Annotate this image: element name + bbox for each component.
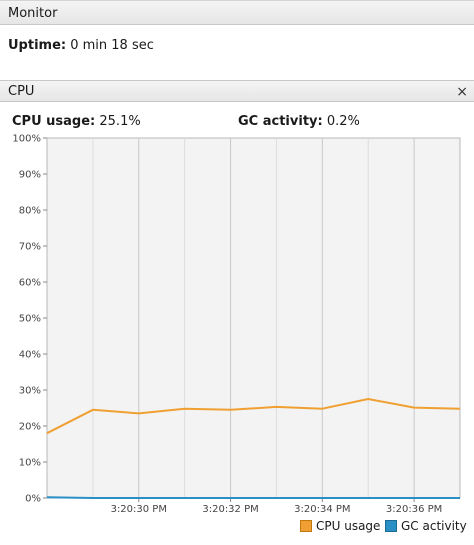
y-tick-label: 10% [19,458,41,469]
uptime-value: 0 min 18 sec [70,38,154,53]
x-tick-label: 3:20:30 PM [111,504,167,515]
y-tick-label: 0% [25,494,41,505]
close-icon[interactable]: × [456,84,468,100]
cpu-usage-swatch [300,520,312,532]
y-tick-label: 100% [12,134,41,145]
y-tick-label: 30% [19,386,41,397]
y-tick-label: 40% [19,350,41,361]
legend-cpu-usage: CPU usage [300,519,380,533]
legend-cpu-usage-label: CPU usage [316,519,381,533]
monitor-title: Monitor [8,6,58,21]
monitor-header: Monitor [0,0,474,25]
cpu-usage-stat: CPU usage: 25.1% [12,114,141,129]
gc-activity-series-line [46,496,460,499]
y-tick-label: 70% [19,242,41,253]
legend-gc-activity: GC activity [385,519,467,533]
gc-activity-stat: GC activity: 0.2% [238,114,360,129]
cpu-usage-series-line [46,398,461,435]
x-tick-label: 3:20:34 PM [294,504,350,515]
cpu-usage-value: 25.1% [99,114,141,129]
gc-activity-value: 0.2% [326,114,360,129]
y-tick-label: 50% [19,314,41,325]
uptime-row: Uptime: 0 min 18 sec [8,38,154,53]
gc-activity-swatch [385,520,397,532]
x-tick-label: 3:20:36 PM [386,504,442,515]
uptime-label: Uptime: [8,38,67,53]
legend-gc-activity-label: GC activity [401,519,467,533]
x-tick-label: 3:20:32 PM [202,504,258,515]
cpu-panel-header: CPU × [0,80,474,102]
cpu-usage-label: CPU usage: [12,114,96,129]
gc-activity-label: GC activity: [238,114,323,129]
y-tick-label: 80% [19,206,41,217]
y-tick-label: 60% [19,278,41,289]
cpu-panel-title: CPU [8,84,35,99]
y-tick-label: 90% [19,170,41,181]
plot-area [46,137,461,499]
y-tick-label: 20% [19,422,41,433]
